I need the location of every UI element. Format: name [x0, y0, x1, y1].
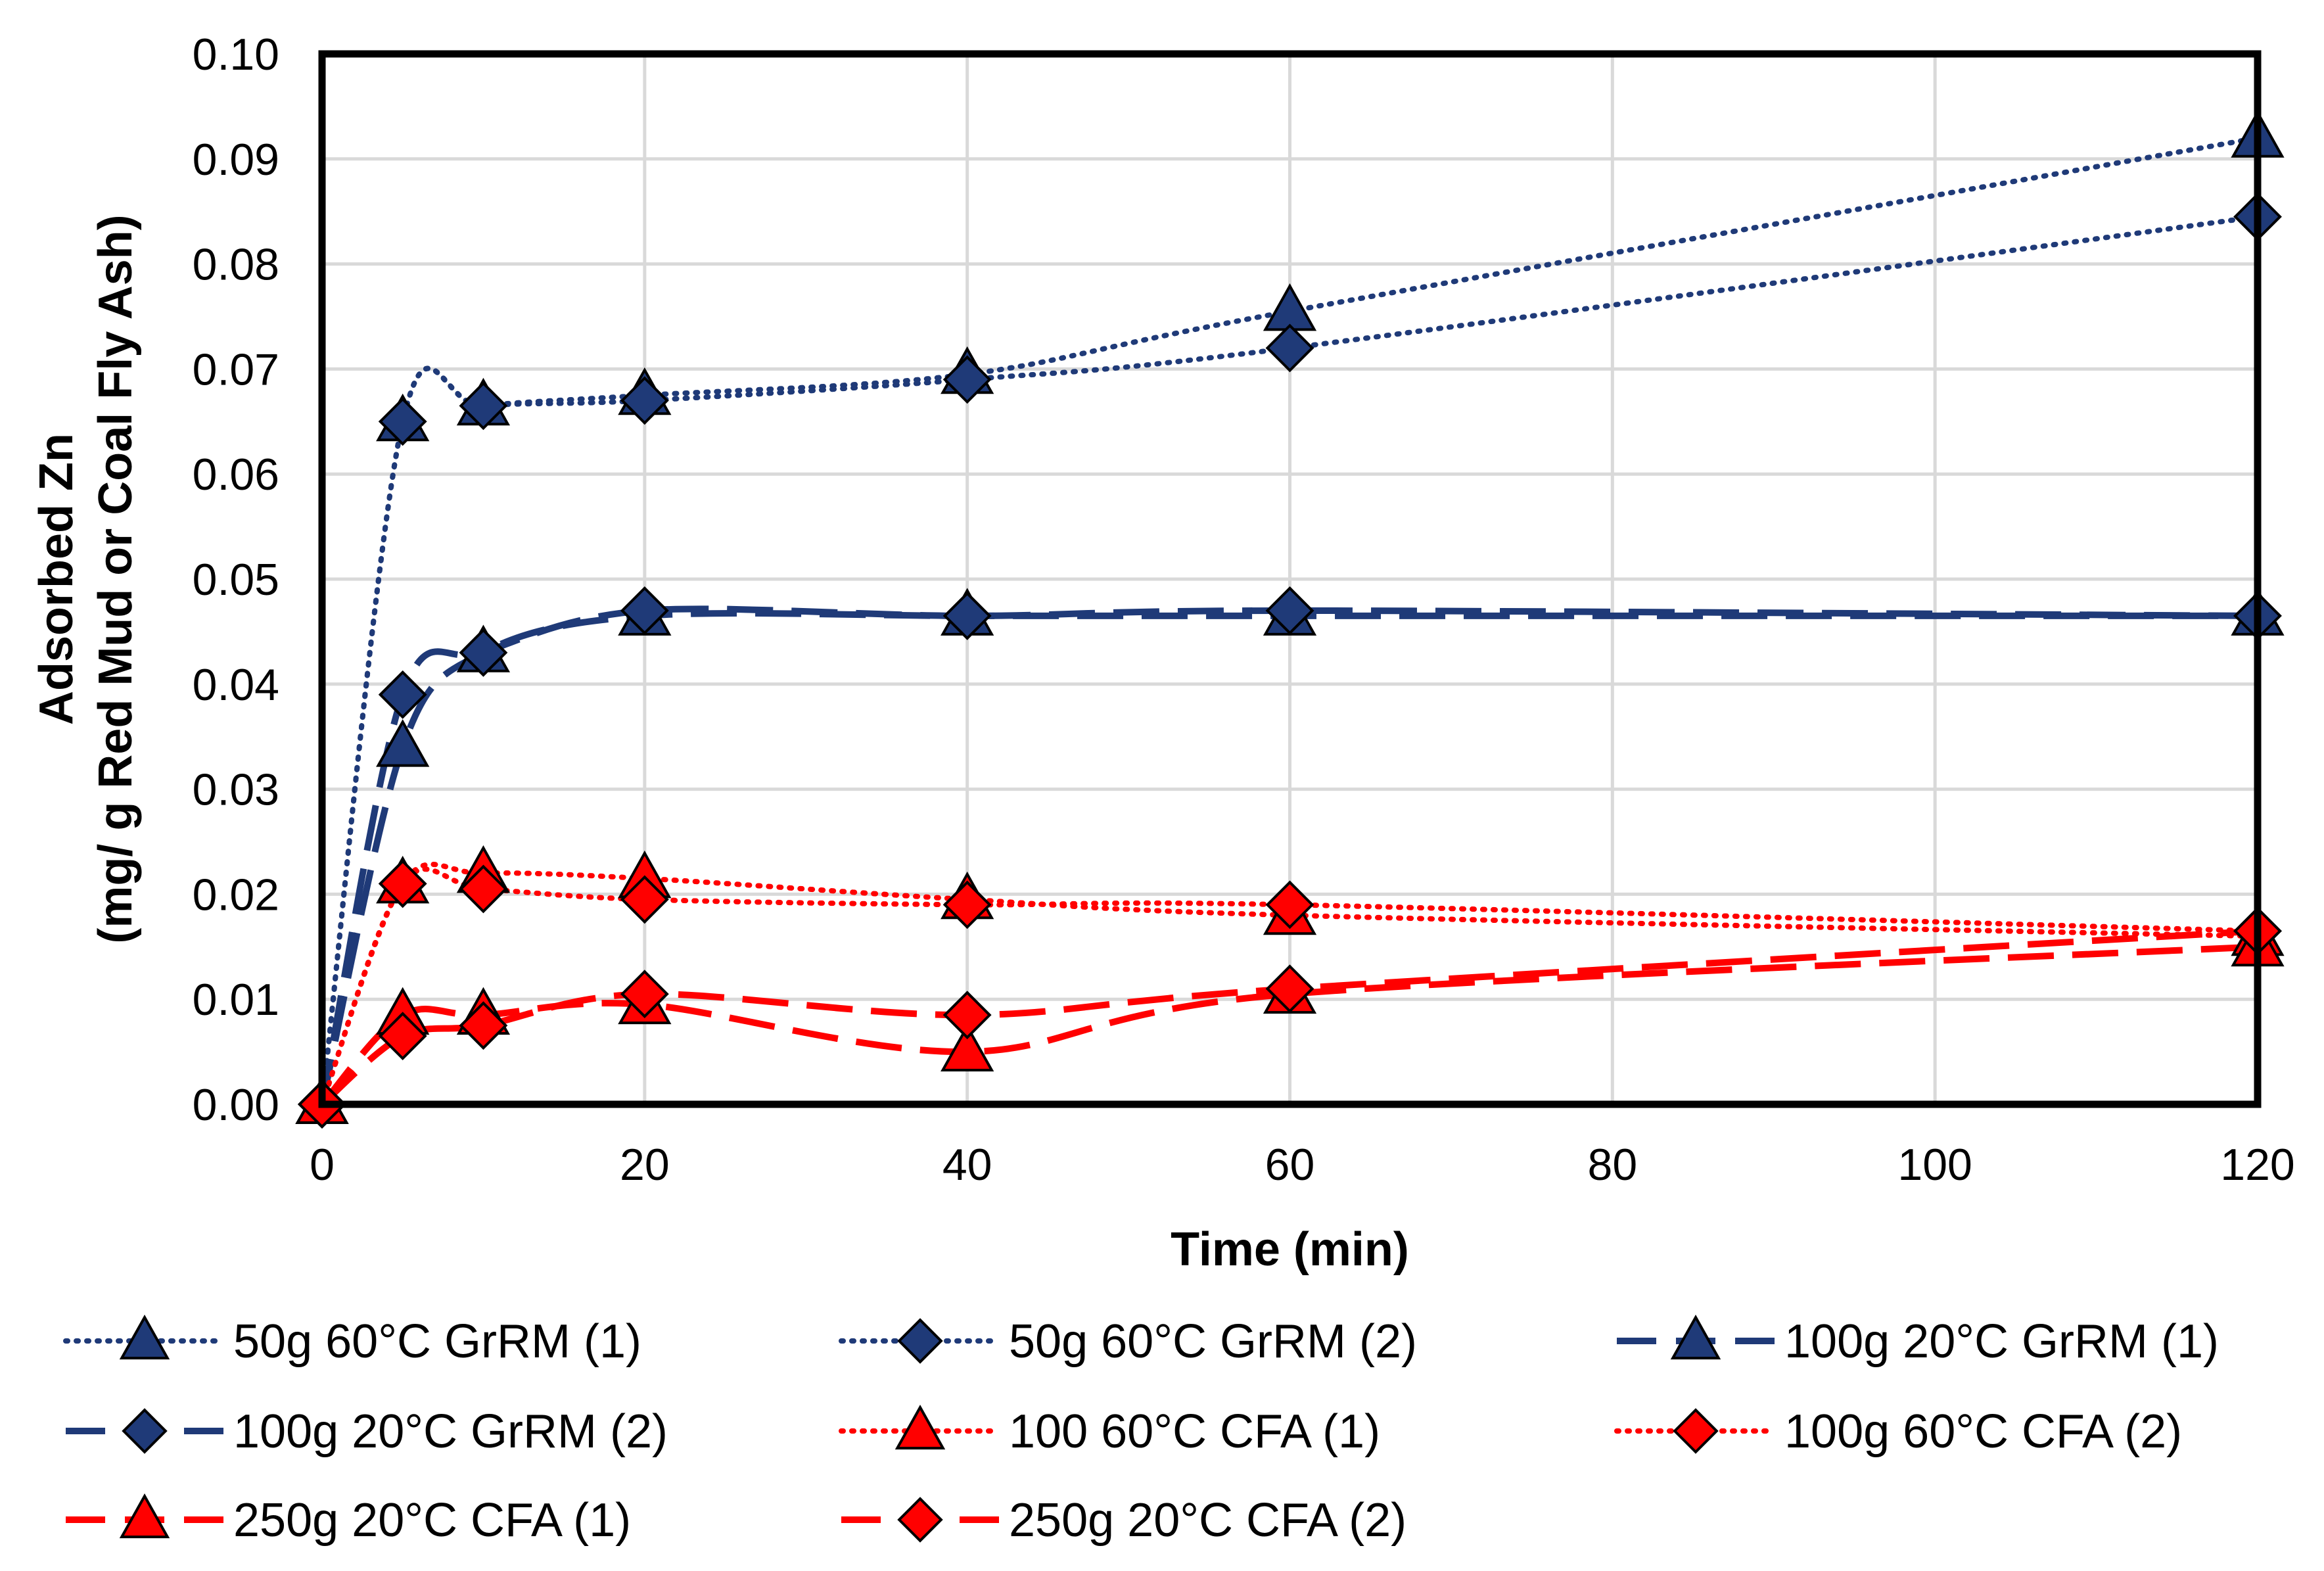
legend-label: 50g 60°C GrRM (1) — [233, 1315, 641, 1368]
x-axis-title: Time (min) — [1171, 1223, 1409, 1276]
data-point-marker — [378, 859, 427, 908]
data-point-marker — [376, 719, 430, 767]
y-tick-label: 0.01 — [193, 975, 279, 1025]
data-point-marker — [620, 376, 669, 425]
legend-marker — [119, 1493, 170, 1539]
data-point-marker — [1265, 964, 1314, 1014]
y-tick-label: 0.09 — [193, 135, 279, 185]
x-tick-label: 80 — [1588, 1140, 1638, 1190]
data-point-marker — [942, 991, 992, 1040]
y-axis-title-line-1: Adsorbed Zn — [30, 433, 83, 725]
y-tick-label: 0.06 — [193, 450, 279, 500]
legend-item: 100g 60°C CFA (2) — [1614, 1405, 2182, 1458]
x-tick-label: 120 — [2220, 1140, 2294, 1190]
x-tick-label: 100 — [1897, 1140, 1972, 1190]
legend-label: 250g 20°C CFA (1) — [233, 1494, 631, 1547]
x-tick-label: 0 — [310, 1140, 335, 1190]
data-point-marker — [620, 875, 669, 924]
y-axis-tick-labels: 0.00 0.01 0.02 0.03 0.04 0.05 0.06 0.07 0.08 0.09… — [193, 30, 279, 1130]
data-point-marker — [1265, 586, 1314, 635]
legend-item: 100g 20°C GrRM (2) — [66, 1405, 668, 1458]
legend-label: 100g 20°C GrRM (2) — [233, 1405, 668, 1458]
x-axis-tick-labels: 0 20 40 60 80 100 120 — [310, 1140, 2295, 1190]
y-tick-label: 0.00 — [193, 1080, 279, 1130]
x-tick-label: 20 — [620, 1140, 670, 1190]
data-point-marker — [459, 864, 508, 914]
legend-marker — [119, 1314, 170, 1360]
series-line — [319, 927, 2258, 1107]
data-point-marker — [620, 970, 669, 1019]
series-line — [319, 214, 2260, 1107]
y-axis-title-line-2: (mg/ g Red Mud or Coal Fly Ash) — [89, 214, 142, 943]
legend-marker — [1673, 1408, 1719, 1454]
data-point-marker — [942, 355, 992, 404]
data-point-marker — [459, 1001, 508, 1050]
data-point-marker — [378, 1012, 427, 1061]
legend-label: 100g 60°C CFA (2) — [1784, 1405, 2182, 1458]
y-tick-label: 0.04 — [193, 660, 279, 710]
legend-item: 250g 20°C CFA (2) — [841, 1494, 1406, 1547]
data-point-marker — [459, 381, 508, 431]
legend-item: 100 60°C CFA (1) — [839, 1404, 1380, 1458]
data-point-marker — [459, 628, 508, 677]
series-line — [319, 943, 2258, 1107]
legend-label: 50g 60°C GrRM (2) — [1009, 1315, 1417, 1368]
data-point-marker — [942, 880, 992, 929]
legend-label: 100g 20°C GrRM (1) — [1784, 1315, 2219, 1368]
legend-item: 50g 60°C GrRM (2) — [839, 1315, 1417, 1368]
data-point-marker — [941, 1023, 994, 1071]
legend: 50g 60°C GrRM (1) 50g 60°C GrRM (2) 100g 2… — [63, 1314, 2219, 1547]
x-tick-label: 40 — [942, 1140, 992, 1190]
data-point-marker — [1265, 323, 1314, 373]
data-point-marker — [620, 586, 669, 635]
legend-label: 100 60°C CFA (1) — [1009, 1405, 1380, 1458]
legend-marker — [895, 1404, 946, 1450]
legend-item: 100g 20°C GrRM (1) — [1617, 1314, 2219, 1368]
legend-marker — [1670, 1314, 1721, 1360]
y-tick-label: 0.10 — [193, 30, 279, 80]
legend-marker — [122, 1408, 168, 1454]
y-tick-label: 0.07 — [193, 344, 279, 394]
legend-label: 250g 20°C CFA (2) — [1009, 1494, 1406, 1547]
y-axis-title: Adsorbed Zn (mg/ g Red Mud or Coal Fly A… — [30, 214, 142, 943]
data-point-marker — [378, 670, 427, 719]
legend-item: 250g 20°C CFA (1) — [66, 1493, 631, 1547]
plot-frame — [318, 50, 2262, 1108]
y-tick-label: 0.02 — [193, 870, 279, 920]
legend-marker — [897, 1497, 943, 1543]
y-tick-label: 0.03 — [193, 765, 279, 815]
legend-item: 50g 60°C GrRM (1) — [63, 1314, 641, 1368]
y-tick-label: 0.08 — [193, 240, 279, 290]
data-point-marker — [1265, 880, 1314, 929]
x-tick-label: 60 — [1265, 1140, 1315, 1190]
data-point-marker — [378, 397, 427, 446]
y-tick-label: 0.05 — [193, 555, 279, 605]
legend-marker — [897, 1318, 943, 1364]
data-point-marker — [942, 592, 992, 640]
